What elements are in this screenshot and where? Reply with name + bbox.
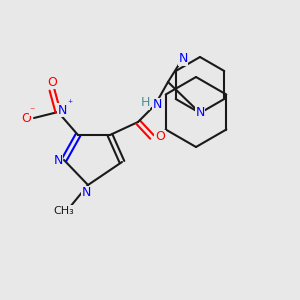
Text: O: O xyxy=(155,130,165,143)
Text: ⁺: ⁺ xyxy=(68,99,73,109)
Text: O: O xyxy=(21,112,31,124)
Text: ⁻: ⁻ xyxy=(29,106,34,116)
Text: N: N xyxy=(178,52,188,65)
Text: N: N xyxy=(195,106,205,119)
Text: CH₃: CH₃ xyxy=(54,206,74,216)
Text: N: N xyxy=(57,103,67,116)
Text: O: O xyxy=(47,76,57,88)
Text: N: N xyxy=(81,187,91,200)
Text: N: N xyxy=(152,98,162,112)
Text: N: N xyxy=(53,154,63,166)
Text: H: H xyxy=(140,97,150,110)
